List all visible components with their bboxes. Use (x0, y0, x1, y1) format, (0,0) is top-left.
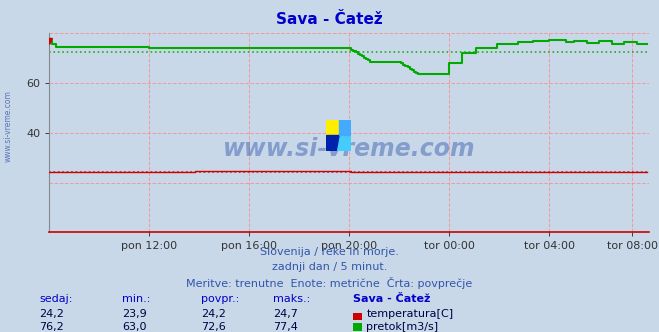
Text: Slovenija / reke in morje.: Slovenija / reke in morje. (260, 247, 399, 257)
Bar (339, 120, 351, 135)
Polygon shape (326, 135, 351, 151)
Text: Meritve: trenutne  Enote: metrične  Črta: povprečje: Meritve: trenutne Enote: metrične Črta: … (186, 277, 473, 289)
Text: pretok[m3/s]: pretok[m3/s] (366, 322, 438, 332)
Text: 63,0: 63,0 (122, 322, 146, 332)
Text: 24,7: 24,7 (273, 309, 299, 319)
Text: 76,2: 76,2 (40, 322, 65, 332)
Text: 24,2: 24,2 (40, 309, 65, 319)
Text: www.si-vreme.com: www.si-vreme.com (3, 90, 13, 162)
Text: temperatura[C]: temperatura[C] (366, 309, 453, 319)
Text: 23,9: 23,9 (122, 309, 147, 319)
Text: Sava - Čatež: Sava - Čatež (353, 294, 430, 304)
Text: sedaj:: sedaj: (40, 294, 73, 304)
Text: www.si-vreme.com: www.si-vreme.com (223, 137, 476, 161)
Polygon shape (337, 135, 351, 151)
Text: 77,4: 77,4 (273, 322, 299, 332)
Text: Sava - Čatež: Sava - Čatež (276, 12, 383, 27)
Text: povpr.:: povpr.: (201, 294, 239, 304)
Text: 72,6: 72,6 (201, 322, 226, 332)
Polygon shape (339, 120, 351, 135)
Bar (326, 120, 339, 135)
Text: min.:: min.: (122, 294, 150, 304)
Text: zadnji dan / 5 minut.: zadnji dan / 5 minut. (272, 262, 387, 272)
Text: 24,2: 24,2 (201, 309, 226, 319)
Text: maks.:: maks.: (273, 294, 311, 304)
